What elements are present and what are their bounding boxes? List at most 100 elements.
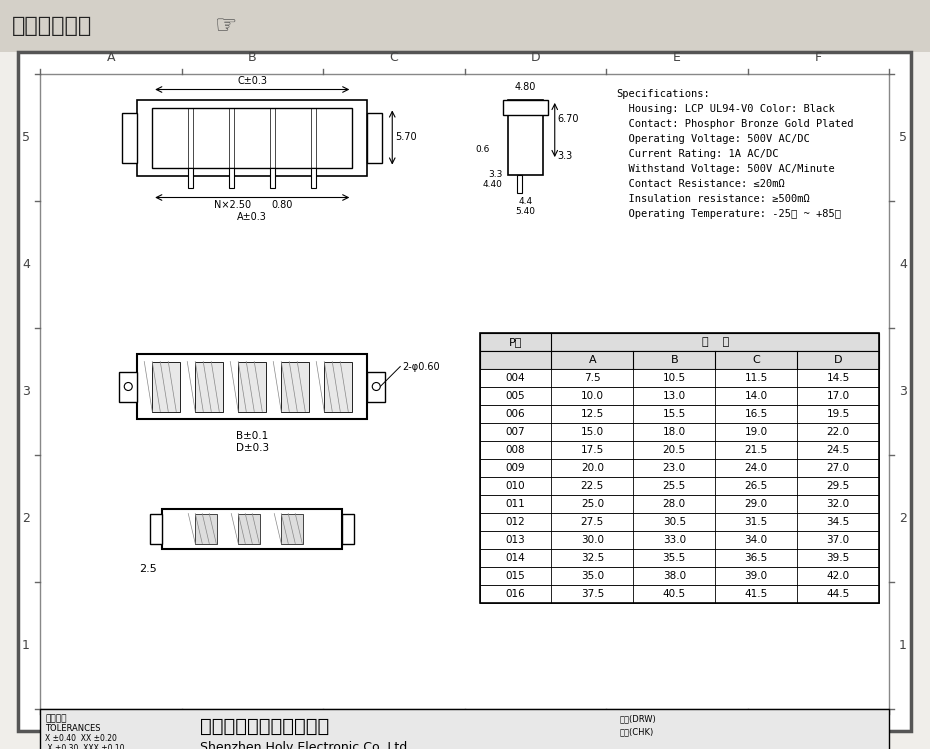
Text: A: A (589, 355, 596, 365)
Text: F: F (815, 51, 822, 64)
Bar (312, 108, 316, 168)
Text: 30.5: 30.5 (663, 517, 685, 527)
Bar (480, 495, 879, 513)
Text: 19.0: 19.0 (745, 427, 768, 437)
Text: 6.70: 6.70 (558, 114, 579, 124)
Bar (325, 362, 352, 411)
Bar (480, 459, 879, 477)
Text: 1: 1 (899, 639, 907, 652)
Bar (281, 514, 303, 544)
Text: 34.5: 34.5 (827, 517, 850, 527)
Text: 21.5: 21.5 (745, 445, 768, 455)
Text: X ±0.40  XX ±0.20: X ±0.40 XX ±0.20 (45, 734, 117, 743)
Text: 40.5: 40.5 (663, 589, 685, 599)
Text: 5: 5 (899, 131, 907, 144)
Text: 011: 011 (506, 499, 525, 509)
Text: 10.0: 10.0 (581, 391, 604, 401)
Text: 31.5: 31.5 (745, 517, 768, 527)
Text: 32.5: 32.5 (580, 553, 604, 563)
Text: 0.6: 0.6 (475, 145, 490, 154)
Bar (367, 112, 382, 163)
Bar (367, 372, 385, 401)
Bar (503, 100, 548, 115)
Text: Contact Resistance: ≤20mΩ: Contact Resistance: ≤20mΩ (616, 179, 785, 189)
Text: Current Rating: 1A AC/DC: Current Rating: 1A AC/DC (616, 149, 778, 159)
Bar (480, 333, 879, 351)
Text: B±0.1: B±0.1 (236, 431, 269, 441)
Text: 5.70: 5.70 (395, 133, 417, 142)
Bar (162, 509, 342, 548)
Text: 35.5: 35.5 (663, 553, 686, 563)
Text: Insulation resistance: ≥500mΩ: Insulation resistance: ≥500mΩ (616, 194, 810, 204)
Text: D: D (530, 719, 540, 732)
Circle shape (372, 383, 380, 390)
Text: 33.0: 33.0 (663, 535, 685, 545)
Text: 015: 015 (506, 571, 525, 581)
Bar (281, 362, 310, 411)
Bar (238, 362, 266, 411)
Text: 26.5: 26.5 (745, 481, 768, 491)
Text: F: F (815, 719, 822, 732)
Bar (230, 108, 234, 168)
Text: 24.5: 24.5 (827, 445, 850, 455)
Text: 25.5: 25.5 (663, 481, 686, 491)
Text: 016: 016 (506, 589, 525, 599)
Text: 4.4
5.40: 4.4 5.40 (515, 197, 536, 216)
Text: B: B (671, 355, 678, 365)
Text: 14.0: 14.0 (745, 391, 768, 401)
Text: 005: 005 (506, 391, 525, 401)
Text: Shenzhen Holy Electronic Co.,Ltd: Shenzhen Holy Electronic Co.,Ltd (200, 741, 407, 749)
Text: 44.5: 44.5 (827, 589, 850, 599)
Bar (40, 709, 889, 749)
Text: 41.5: 41.5 (745, 589, 768, 599)
Text: ☞: ☞ (215, 14, 237, 38)
Text: 审核(CHK): 审核(CHK) (620, 727, 654, 736)
Bar (480, 567, 879, 585)
Text: Housing: LCP UL94-V0 Color: Black: Housing: LCP UL94-V0 Color: Black (616, 104, 835, 114)
Text: B: B (248, 719, 257, 732)
Text: 22.0: 22.0 (827, 427, 850, 437)
Bar (517, 175, 523, 193)
Bar (480, 405, 879, 423)
Bar (138, 100, 367, 175)
Text: D: D (834, 355, 843, 365)
Text: 18.0: 18.0 (663, 427, 685, 437)
Text: 19.5: 19.5 (827, 409, 850, 419)
Bar (312, 168, 316, 187)
Bar (480, 387, 879, 405)
Text: A: A (107, 719, 115, 732)
Bar (480, 369, 879, 387)
Text: P数: P数 (509, 337, 522, 347)
Text: C±0.3: C±0.3 (237, 76, 267, 86)
Bar (480, 549, 879, 567)
Text: Operating Temperature: -25℃ ~ +85℃: Operating Temperature: -25℃ ~ +85℃ (616, 209, 841, 219)
Bar (342, 514, 354, 544)
Bar (195, 362, 223, 411)
Text: 014: 014 (506, 553, 525, 563)
Text: E: E (672, 51, 681, 64)
Text: 1: 1 (22, 639, 30, 652)
Bar (480, 477, 879, 495)
Text: A±0.3: A±0.3 (237, 213, 267, 222)
Bar (122, 112, 138, 163)
Text: 010: 010 (506, 481, 525, 491)
Bar (195, 514, 218, 544)
Bar (238, 514, 260, 544)
Text: Contact: Phosphor Bronze Gold Plated: Contact: Phosphor Bronze Gold Plated (616, 119, 854, 129)
Text: 42.0: 42.0 (827, 571, 850, 581)
Text: A: A (107, 51, 115, 64)
Bar (480, 441, 879, 459)
Text: Specifications:: Specifications: (616, 89, 710, 99)
Text: 3.3: 3.3 (558, 151, 573, 161)
Text: 29.0: 29.0 (745, 499, 768, 509)
Text: N×2.50: N×2.50 (214, 201, 251, 210)
Text: Withstand Voltage: 500V AC/Minute: Withstand Voltage: 500V AC/Minute (616, 164, 835, 174)
Text: 36.5: 36.5 (745, 553, 768, 563)
Text: 4: 4 (899, 258, 907, 271)
Bar (508, 100, 543, 175)
Text: 34.0: 34.0 (745, 535, 768, 545)
Text: TOLERANCES: TOLERANCES (45, 724, 100, 733)
Text: 3: 3 (899, 385, 907, 398)
Text: 39.5: 39.5 (827, 553, 850, 563)
Text: 24.0: 24.0 (745, 463, 768, 473)
